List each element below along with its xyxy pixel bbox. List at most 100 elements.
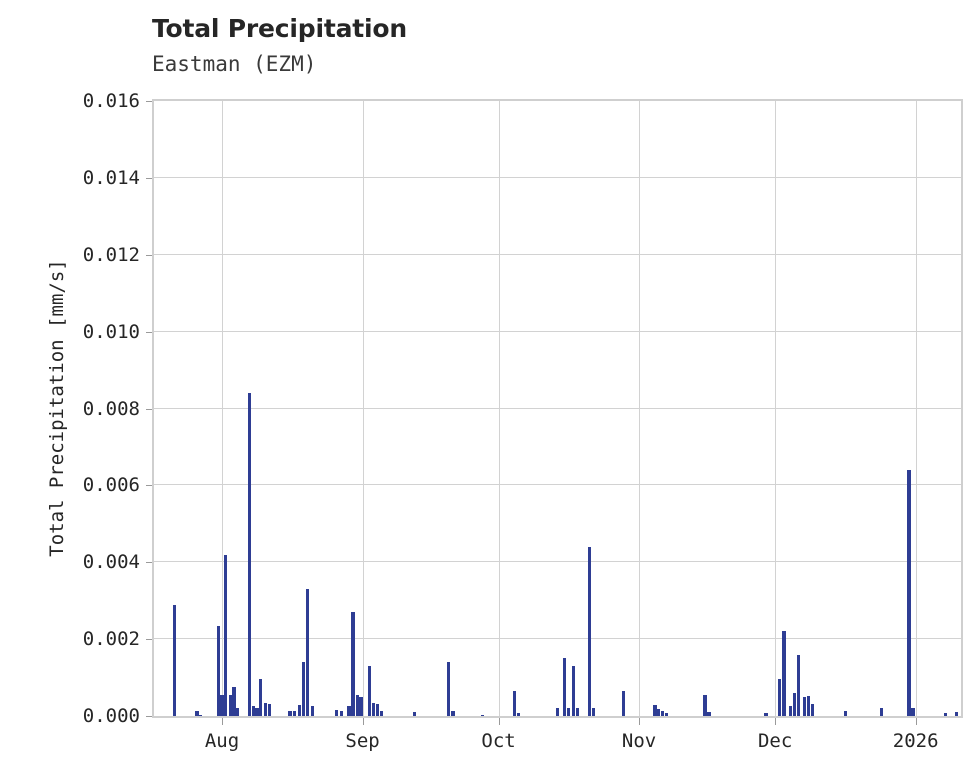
bar <box>340 710 344 716</box>
bar <box>907 470 911 716</box>
bar <box>310 706 315 716</box>
x-axis-tick-mark <box>915 718 917 725</box>
bar <box>843 711 848 716</box>
bar <box>793 692 797 716</box>
gridline-vertical <box>915 101 917 716</box>
bar <box>251 706 256 716</box>
bar <box>621 691 626 716</box>
bar <box>451 711 455 716</box>
y-axis-tick-mark <box>146 177 153 179</box>
bar <box>516 712 521 716</box>
y-axis-tick-label: 0.004 <box>82 551 140 574</box>
bar <box>263 702 268 716</box>
x-axis-tick-mark <box>362 718 364 725</box>
bar <box>788 706 793 716</box>
bar <box>359 696 363 716</box>
bar <box>297 705 302 716</box>
bar <box>653 705 657 716</box>
bar <box>782 631 786 716</box>
bar <box>703 694 707 716</box>
bar <box>778 679 782 716</box>
chart-title: Total Precipitation <box>152 14 407 43</box>
bar <box>911 707 915 716</box>
bar <box>258 679 263 716</box>
bar <box>943 712 947 716</box>
gridline-horizontal <box>154 638 961 640</box>
bar <box>334 709 339 716</box>
y-axis-tick-mark <box>146 331 153 333</box>
bar <box>587 546 592 716</box>
bar <box>555 707 560 716</box>
y-axis-tick-mark <box>146 716 153 717</box>
bar <box>172 604 177 716</box>
y-axis-tick-label: 0.010 <box>82 320 140 343</box>
x-axis-tick-mark <box>775 718 777 725</box>
bar <box>220 694 224 716</box>
bar <box>806 696 810 716</box>
bar <box>255 708 259 716</box>
y-axis-tick-mark <box>146 639 153 641</box>
bar <box>216 625 221 716</box>
y-axis-tick-mark <box>146 101 153 102</box>
x-axis-tick-label: Oct <box>481 730 516 752</box>
bar <box>379 711 384 716</box>
y-axis-tick-mark <box>146 485 153 487</box>
bar <box>481 715 485 716</box>
gridline-vertical <box>498 101 500 716</box>
bar <box>810 704 815 716</box>
bar <box>575 708 580 716</box>
gridline-horizontal <box>154 484 961 486</box>
bar <box>796 654 801 716</box>
y-axis-tick-mark <box>146 408 153 410</box>
bar <box>512 691 517 716</box>
gridline-vertical <box>639 101 641 716</box>
gridline-horizontal <box>154 330 961 332</box>
bar <box>199 715 203 716</box>
bar <box>664 712 669 716</box>
y-axis-tick-label: 0.016 <box>82 90 140 112</box>
x-axis-tick-mark <box>222 718 223 725</box>
gridline-horizontal <box>154 407 961 409</box>
gridline-horizontal <box>154 561 961 563</box>
y-axis-tick-label: 0.012 <box>82 243 140 266</box>
bar <box>355 694 359 716</box>
bar <box>232 687 236 716</box>
bar <box>413 712 417 716</box>
x-axis-tick-label: 2026 <box>892 730 939 752</box>
x-axis-tick-label: Nov <box>621 730 657 752</box>
gridline-horizontal <box>154 253 961 255</box>
bar <box>571 666 576 716</box>
gridline-vertical <box>362 101 364 716</box>
y-axis-tick-mark <box>146 562 153 564</box>
y-axis-tick-label: 0.014 <box>82 166 140 189</box>
chart-subtitle: Eastman (EZM) <box>152 52 317 76</box>
bar <box>562 658 567 716</box>
x-axis-tick-mark <box>498 718 500 725</box>
bar <box>367 666 372 716</box>
bar <box>657 709 661 716</box>
bar <box>247 393 251 716</box>
gridline-horizontal <box>154 176 961 178</box>
x-axis-tick-label: Dec <box>757 730 793 752</box>
gridline-vertical <box>222 101 223 716</box>
bar <box>235 708 240 716</box>
bar <box>292 711 297 716</box>
gridline-vertical <box>775 101 777 716</box>
bar <box>661 711 665 716</box>
bar <box>347 706 351 716</box>
y-axis-tick-label: 0.000 <box>82 705 140 727</box>
x-axis-tick-label: Sep <box>345 730 380 752</box>
y-axis-tick-labels: 0.000 0.002 0.004 0.006 0.008 0.010 0.012 0.014… <box>0 0 153 780</box>
bar <box>371 702 376 716</box>
y-axis-tick-mark <box>146 254 153 256</box>
bar <box>591 707 596 716</box>
bar <box>224 554 228 716</box>
bar <box>880 707 884 716</box>
bar <box>447 662 451 716</box>
bar <box>306 589 310 716</box>
plot-area <box>152 99 963 718</box>
bar <box>375 704 380 716</box>
bar <box>707 712 711 716</box>
bar <box>351 612 355 716</box>
